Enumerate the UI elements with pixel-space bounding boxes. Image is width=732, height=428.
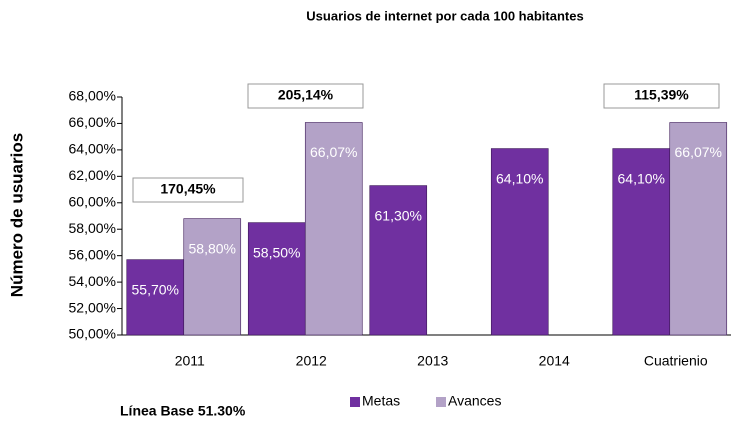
value-label: 58,80% (189, 240, 236, 256)
x-tick-label: 2012 (296, 353, 327, 369)
baseline-note: Línea Base 51.30% (120, 403, 246, 419)
y-axis-label: Número de usuarios (7, 133, 26, 297)
chart-title: Usuarios de internet por cada 100 habita… (306, 8, 583, 23)
y-tick-label: 62,00% (69, 167, 116, 183)
y-tick-label: 60,00% (69, 193, 116, 209)
y-tick-label: 52,00% (69, 299, 116, 315)
y-tick-label: 68,00% (69, 88, 116, 104)
y-tick-label: 58,00% (69, 220, 116, 236)
x-tick-label: Cuatrienio (644, 353, 708, 369)
x-tick-label: 2013 (417, 353, 448, 369)
bar (304, 122, 363, 336)
legend-swatch (436, 397, 446, 407)
annotation: 170,45% (160, 181, 216, 197)
bar (183, 218, 242, 336)
value-label: 58,50% (253, 244, 300, 260)
value-label: 66,07% (675, 144, 722, 160)
y-tick-label: 66,00% (69, 114, 116, 130)
x-tick-label: 2014 (539, 353, 570, 369)
y-tick-label: 56,00% (69, 246, 116, 262)
value-label: 61,30% (375, 207, 422, 223)
value-label: 64,10% (496, 170, 543, 186)
bar (612, 148, 671, 336)
legend-label: Metas (362, 393, 400, 409)
x-tick-label: 2011 (175, 353, 205, 369)
bar (490, 148, 549, 336)
legend-swatch (350, 397, 360, 407)
bar (126, 259, 185, 336)
value-label: 55,70% (132, 281, 179, 297)
y-tick-label: 64,00% (69, 141, 116, 157)
value-label: 64,10% (618, 170, 665, 186)
annotation-box (603, 83, 720, 109)
value-label: 66,07% (310, 144, 357, 160)
annotation-box (247, 83, 364, 109)
annotation-box (132, 177, 244, 203)
bar (369, 185, 428, 336)
legend-label: Avances (448, 393, 501, 409)
bar (669, 122, 728, 336)
bar (247, 222, 306, 336)
annotation: 115,39% (634, 87, 689, 103)
y-tick-label: 50,00% (69, 326, 116, 342)
annotation: 205,14% (278, 87, 334, 103)
y-tick-label: 54,00% (69, 273, 116, 289)
